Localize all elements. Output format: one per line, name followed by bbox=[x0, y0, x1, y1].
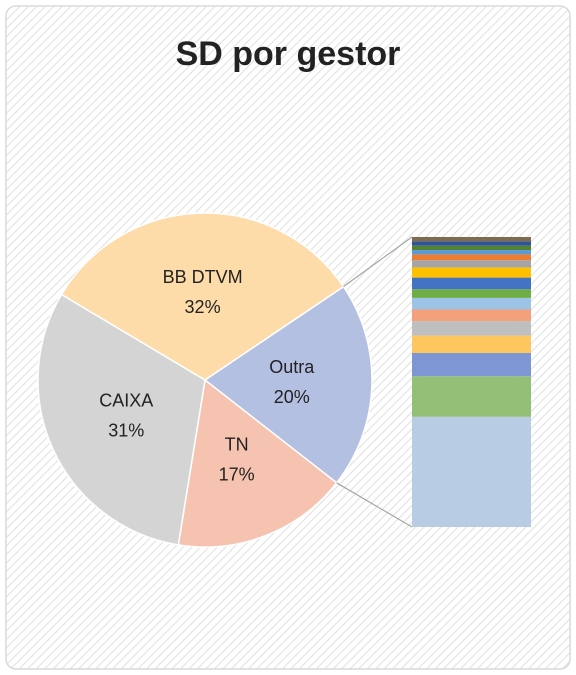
slice-label: BB DTVM bbox=[163, 267, 243, 287]
bar-segment bbox=[412, 245, 531, 251]
bar-segment bbox=[412, 254, 531, 261]
slice-value-label: 20% bbox=[274, 387, 310, 407]
connector-line bbox=[336, 482, 413, 528]
slice-value-label: 31% bbox=[108, 420, 144, 440]
slice-label: Outra bbox=[269, 357, 315, 377]
bar-segment bbox=[412, 267, 531, 278]
slice-label: TN bbox=[225, 435, 249, 455]
bar-segment bbox=[412, 416, 531, 527]
bar-segment bbox=[412, 260, 531, 268]
bar-segment bbox=[412, 277, 531, 290]
bar-segment bbox=[412, 353, 531, 377]
pie-slice bbox=[37, 293, 206, 546]
chart-title: SD por gestor bbox=[176, 35, 401, 73]
bar-segment bbox=[412, 309, 531, 322]
bar-segment bbox=[412, 297, 531, 310]
pie-slice bbox=[203, 285, 373, 484]
slice-value-label: 17% bbox=[219, 465, 255, 485]
bar-segment bbox=[412, 250, 531, 255]
bar-segment bbox=[412, 335, 531, 353]
bar-segment bbox=[412, 376, 531, 417]
pie-slice bbox=[60, 212, 345, 381]
slice-label: CAIXA bbox=[99, 390, 153, 410]
bar-segment bbox=[412, 289, 531, 298]
bar-segment bbox=[412, 241, 531, 246]
connector-line bbox=[343, 236, 413, 288]
bar-segment bbox=[412, 321, 531, 336]
pie-slice bbox=[177, 378, 338, 548]
bar-segment bbox=[412, 237, 531, 242]
slice-value-label: 32% bbox=[185, 297, 221, 317]
